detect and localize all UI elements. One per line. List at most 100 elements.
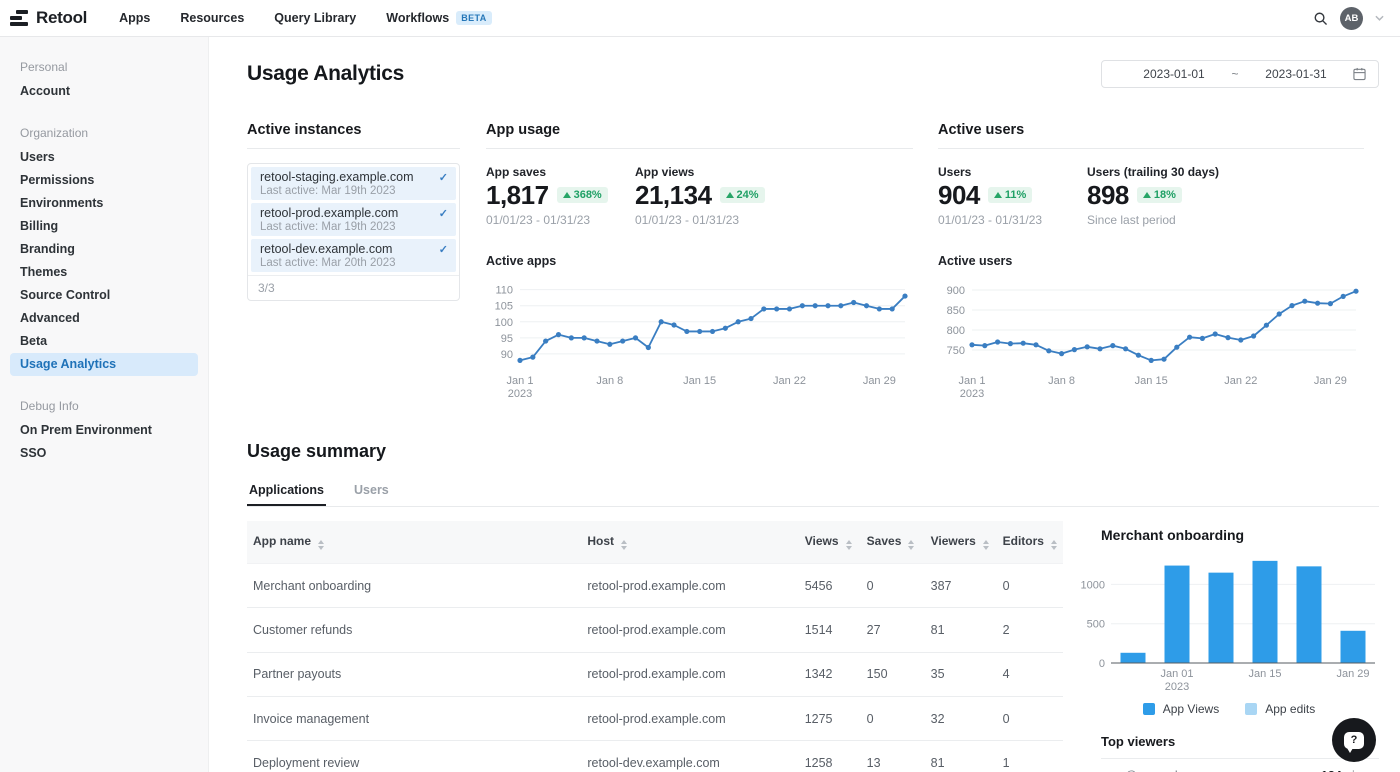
instance-item: retool-prod.example.com Last active: Mar … [251, 203, 456, 236]
sidebar-item-permissions[interactable]: Permissions [20, 173, 95, 187]
nav-item-apps[interactable]: Apps [119, 11, 151, 25]
table-row[interactable]: Merchant onboarding retool-prod.example.c… [247, 562, 1063, 608]
table-row[interactable]: Partner payouts retool-prod.example.com 13… [247, 651, 1063, 697]
value-cell: 27 [860, 607, 925, 653]
app-name-cell: Invoice management [247, 696, 582, 741]
checkmark-icon: ✓ [438, 172, 448, 184]
stat-value: 21,134 [635, 180, 712, 210]
svg-text:2023: 2023 [508, 388, 532, 400]
nav-item-query-library[interactable]: Query Library [274, 11, 357, 25]
top-viewers-section: Top viewers max@example.com124viewsalain… [1101, 734, 1379, 772]
column-header-app-name[interactable]: App name [247, 521, 582, 564]
value-cell: 387 [924, 562, 997, 608]
svg-text:Jan 8: Jan 8 [1048, 375, 1075, 387]
sidebar-item-themes[interactable]: Themes [20, 265, 68, 279]
sidebar-item-usage-analytics[interactable]: Usage Analytics [10, 353, 198, 376]
sidebar-item-environments[interactable]: Environments [20, 196, 104, 210]
instance-last-active: Last active: Mar 19th 2023 [260, 221, 396, 233]
svg-text:Jan 22: Jan 22 [1224, 375, 1257, 387]
column-header-viewers[interactable]: Viewers [924, 521, 997, 564]
app-detail-panel: Merchant onboarding 0 500 1000 Jan 01 2023 Ja… [1063, 521, 1379, 772]
sort-icon [845, 540, 852, 550]
svg-text:850: 850 [947, 305, 965, 317]
legend-swatch [1142, 703, 1155, 715]
value-cell: 1275 [798, 696, 861, 741]
sidebar-section: Personal Account [0, 57, 208, 103]
sidebar-item-account[interactable]: Account [20, 84, 70, 98]
tab-applications[interactable]: Applications [247, 477, 326, 506]
sidebar-item-sso[interactable]: SSO [20, 446, 47, 460]
usage-summary-title: Usage summary [247, 441, 387, 461]
table-row[interactable]: Deployment review retool-dev.example.com 1… [247, 740, 1063, 772]
calendar-icon [1353, 67, 1366, 81]
date-range-picker[interactable]: 2023-01-01 ~ 2023-01-31 [1101, 60, 1379, 88]
column-header-editors[interactable]: Editors [996, 521, 1063, 564]
svg-text:2023: 2023 [1165, 681, 1189, 693]
value-cell: 2 [996, 607, 1063, 653]
value-cell: 0 [996, 696, 1063, 741]
tab-users[interactable]: Users [354, 483, 389, 497]
instance-name: retool-prod.example.com [260, 206, 399, 220]
stat-change-badge: 368% [556, 187, 608, 203]
help-button[interactable]: ? [1332, 718, 1376, 762]
value-cell: 81 [924, 740, 997, 772]
svg-text:Jan 29: Jan 29 [1336, 668, 1369, 680]
active-instances-card: retool-staging.example.com Last active: M… [247, 163, 460, 301]
svg-text:Jan 8: Jan 8 [596, 375, 623, 387]
column-header-views[interactable]: Views [798, 521, 861, 564]
svg-text:90: 90 [501, 349, 513, 361]
stat-label: Users (trailing 30 days) [1087, 165, 1220, 179]
nav-item-workflows[interactable]: Workflows BETA [386, 11, 492, 25]
sidebar-item-branding[interactable]: Branding [20, 242, 75, 256]
page-title: Usage Analytics [247, 62, 404, 85]
svg-text:Jan 29: Jan 29 [1314, 375, 1347, 387]
stat-period: 01/01/23 - 01/31/23 [486, 213, 591, 227]
svg-text:800: 800 [947, 325, 965, 337]
sort-icon [982, 540, 989, 550]
stat-change-badge: 18% [1136, 187, 1182, 203]
retool-logo-icon [10, 10, 28, 26]
host-cell: retool-dev.example.com [581, 740, 799, 772]
sort-icon [621, 540, 628, 550]
active-users-chart-title: Active users [938, 254, 1013, 268]
value-cell: 1342 [798, 651, 861, 697]
stat-period: 01/01/23 - 01/31/23 [635, 213, 740, 227]
retool-logo[interactable]: Retool [10, 8, 87, 28]
avatar[interactable]: AB [1340, 6, 1363, 30]
sidebar-item-advanced[interactable]: Advanced [20, 311, 80, 325]
host-cell: retool-prod.example.com [581, 651, 799, 697]
checkmark-icon: ✓ [438, 208, 448, 220]
top-viewer-row: max@example.com 124views [1101, 759, 1379, 772]
active-users-title: Active users [938, 122, 1364, 149]
svg-text:Jan 15: Jan 15 [683, 375, 716, 387]
sidebar-item-beta[interactable]: Beta [20, 334, 48, 348]
sidebar-item-billing[interactable]: Billing [20, 219, 59, 233]
table-row[interactable]: Customer refunds retool-prod.example.com 1… [247, 607, 1063, 653]
svg-text:500: 500 [1087, 619, 1105, 631]
value-cell: 32 [924, 696, 997, 741]
sidebar-section-header: Organization [20, 126, 89, 140]
sort-icon [908, 540, 915, 550]
nav-item-resources[interactable]: Resources [180, 11, 245, 25]
instance-last-active: Last active: Mar 19th 2023 [260, 185, 396, 197]
nav-right-group: AB [1313, 6, 1384, 30]
svg-text:Jan 1: Jan 1 [959, 375, 986, 387]
date-to-value: 2023-01-31 [1265, 67, 1327, 81]
chevron-down-icon[interactable] [1375, 15, 1384, 21]
table-row[interactable]: Invoice management retool-prod.example.co… [247, 696, 1063, 741]
column-header-saves[interactable]: Saves [860, 521, 925, 564]
value-cell: 0 [860, 562, 925, 608]
sidebar-item-on-prem-environment[interactable]: On Prem Environment [20, 423, 152, 437]
search-icon[interactable] [1313, 11, 1328, 26]
value-cell: 35 [924, 651, 997, 697]
applications-table: App name Host Views Saves Viewers Editors Mer… [247, 521, 1063, 772]
instance-name: retool-dev.example.com [260, 242, 393, 256]
help-icon: ? [1344, 731, 1364, 753]
stat-value: 898 [1087, 180, 1129, 210]
sidebar-item-source-control[interactable]: Source Control [20, 288, 111, 302]
instance-name: retool-staging.example.com [260, 170, 414, 184]
svg-text:2023: 2023 [960, 388, 984, 400]
column-header-host[interactable]: Host [581, 521, 799, 564]
sidebar-item-users[interactable]: Users [20, 150, 55, 164]
